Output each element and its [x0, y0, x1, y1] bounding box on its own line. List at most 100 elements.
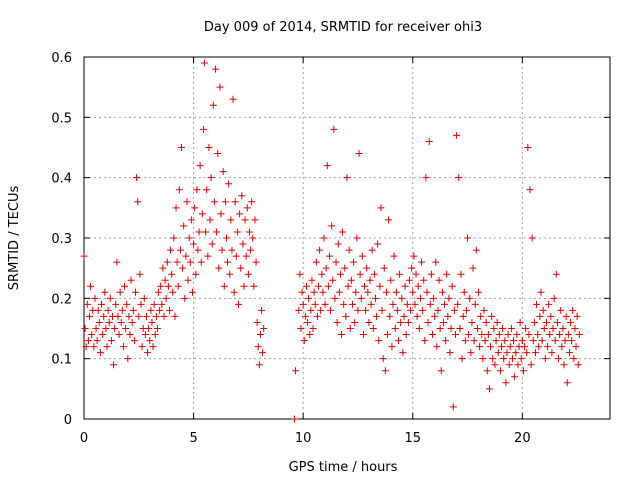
axis-ticks: 0 0.1 0.2 0.3 0.4 0.5 0.6 0 5 10 15 20 [51, 51, 610, 446]
data-point [302, 282, 310, 290]
x-tick-label: 0 [80, 431, 88, 446]
data-point [241, 216, 249, 224]
data-point [391, 325, 399, 332]
data-point [91, 294, 99, 302]
data-point [299, 300, 307, 308]
data-point [225, 180, 233, 188]
data-point [467, 349, 475, 357]
data-point [537, 288, 545, 296]
data-point [445, 294, 453, 302]
data-point [146, 337, 154, 345]
data-point [185, 234, 193, 242]
data-point [491, 361, 499, 369]
data-point [218, 246, 226, 254]
data-point [215, 264, 223, 272]
data-point [204, 252, 212, 260]
data-point [389, 300, 397, 308]
data-point [571, 325, 579, 332]
data-point [490, 325, 498, 332]
data-point [418, 258, 426, 266]
data-point [492, 337, 500, 345]
data-point [334, 240, 342, 248]
data-point [235, 300, 243, 308]
data-point [408, 264, 416, 272]
data-point [395, 337, 403, 345]
y-axis-label: SRMTID / TECUs [7, 186, 22, 291]
data-point [539, 306, 547, 314]
data-point [494, 349, 502, 357]
data-point [572, 343, 580, 351]
data-point [92, 325, 100, 332]
data-point [180, 222, 188, 230]
data-point [291, 367, 299, 375]
data-point [118, 306, 126, 314]
data-point [158, 300, 166, 308]
data-point [117, 318, 125, 326]
data-point [423, 288, 431, 296]
data-point [250, 282, 258, 290]
data-point [183, 198, 191, 206]
data-point [534, 331, 542, 339]
data-point [116, 288, 124, 296]
data-point [305, 294, 313, 302]
data-point [396, 270, 404, 278]
data-point [298, 288, 306, 296]
data-point [446, 349, 454, 357]
data-point [84, 337, 92, 345]
data-point [456, 325, 464, 332]
data-point [164, 282, 172, 290]
data-point [414, 282, 422, 290]
data-point [510, 337, 518, 345]
data-point [357, 294, 365, 302]
data-point [500, 355, 508, 363]
data-point [562, 312, 570, 320]
data-point [121, 282, 129, 290]
data-point [533, 300, 541, 308]
data-point [331, 294, 339, 302]
data-point [315, 282, 323, 290]
data-point [407, 306, 415, 314]
data-point [148, 318, 156, 326]
data-point [364, 288, 372, 296]
data-point [501, 337, 509, 345]
data-point [260, 325, 268, 332]
data-point [174, 282, 182, 290]
data-point [549, 325, 557, 332]
data-point [237, 264, 245, 272]
data-point [345, 246, 353, 254]
data-point [242, 252, 250, 260]
data-point [178, 144, 186, 151]
data-point [477, 312, 485, 320]
data-point [523, 349, 531, 357]
data-point [487, 343, 495, 351]
data-point [95, 318, 103, 326]
data-point [226, 270, 234, 278]
data-point [227, 216, 235, 224]
data-point [184, 276, 192, 284]
data-point [430, 294, 438, 302]
data-point [538, 337, 546, 345]
data-point [123, 300, 131, 308]
data-point [170, 234, 178, 242]
data-point [431, 312, 439, 320]
data-point [489, 355, 497, 363]
data-point [522, 325, 530, 332]
data-point [362, 306, 370, 314]
data-point [443, 270, 451, 278]
data-point [233, 228, 241, 236]
data-point [385, 216, 393, 224]
data-point [217, 210, 225, 218]
data-point [471, 300, 479, 308]
data-point [428, 331, 436, 339]
data-point [172, 204, 180, 212]
data-point [557, 306, 565, 314]
x-tick-label: 15 [404, 431, 421, 446]
data-point [155, 288, 163, 296]
data-point [379, 355, 387, 363]
data-point [470, 337, 478, 345]
data-point [253, 318, 261, 326]
data-point [142, 312, 150, 320]
data-point [193, 186, 201, 194]
data-point [496, 367, 504, 375]
data-point [518, 337, 526, 345]
